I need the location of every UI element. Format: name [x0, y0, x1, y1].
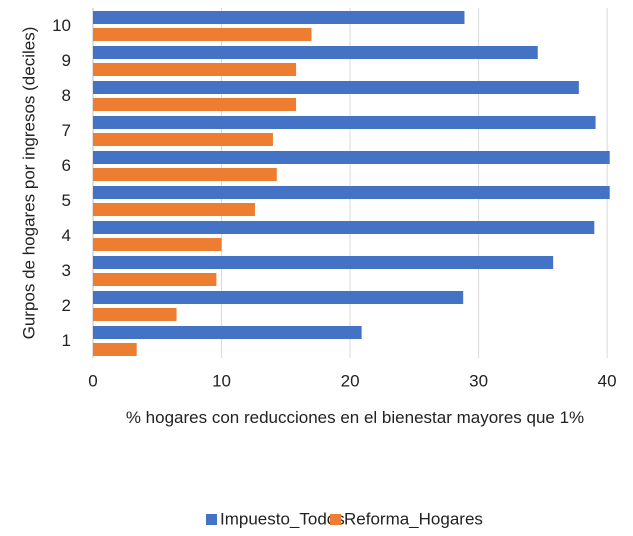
bar — [93, 221, 595, 234]
bar — [93, 186, 610, 199]
x-tick-label: 40 — [598, 371, 617, 390]
bar — [93, 98, 297, 111]
x-tick-label: 0 — [88, 371, 97, 390]
bar — [93, 308, 177, 321]
bar — [93, 256, 554, 269]
x-axis-label: % hogares con reducciones en el bienesta… — [125, 408, 585, 427]
legend-swatch — [330, 514, 341, 525]
y-axis-label: Gurpos de hogares por ingresos (deciles) — [19, 27, 38, 340]
bar — [93, 63, 297, 76]
y-tick-label: 4 — [62, 226, 71, 245]
bar — [93, 28, 312, 41]
y-tick-label: 8 — [62, 86, 71, 105]
bar — [93, 11, 465, 24]
legend-item: Impuesto_Todos — [206, 509, 345, 528]
legend-swatch — [206, 514, 217, 525]
bar — [93, 238, 222, 251]
x-tick-label: 20 — [341, 371, 360, 390]
bar — [93, 273, 217, 286]
x-tick-label: 10 — [212, 371, 231, 390]
y-tick-label: 1 — [62, 331, 71, 350]
y-tick-label: 7 — [62, 121, 71, 140]
y-tick-label: 6 — [62, 156, 71, 175]
bar — [93, 46, 538, 59]
legend-label: Impuesto_Todos — [220, 509, 345, 528]
bar — [93, 168, 277, 181]
bar — [93, 81, 579, 94]
bar — [93, 116, 596, 129]
bar — [93, 326, 362, 339]
y-tick-label: 9 — [62, 51, 71, 70]
y-tick-label: 2 — [62, 296, 71, 315]
x-tick-label: 30 — [469, 371, 488, 390]
bar — [93, 151, 610, 164]
legend-label: Reforma_Hogares — [344, 509, 483, 528]
bar — [93, 203, 255, 216]
bar — [93, 133, 273, 146]
y-tick-label: 10 — [52, 16, 71, 35]
bar — [93, 291, 464, 304]
y-tick-label: 3 — [62, 261, 71, 280]
bar — [93, 343, 137, 356]
y-tick-label: 5 — [62, 191, 71, 210]
legend-item: Reforma_Hogares — [330, 509, 483, 528]
